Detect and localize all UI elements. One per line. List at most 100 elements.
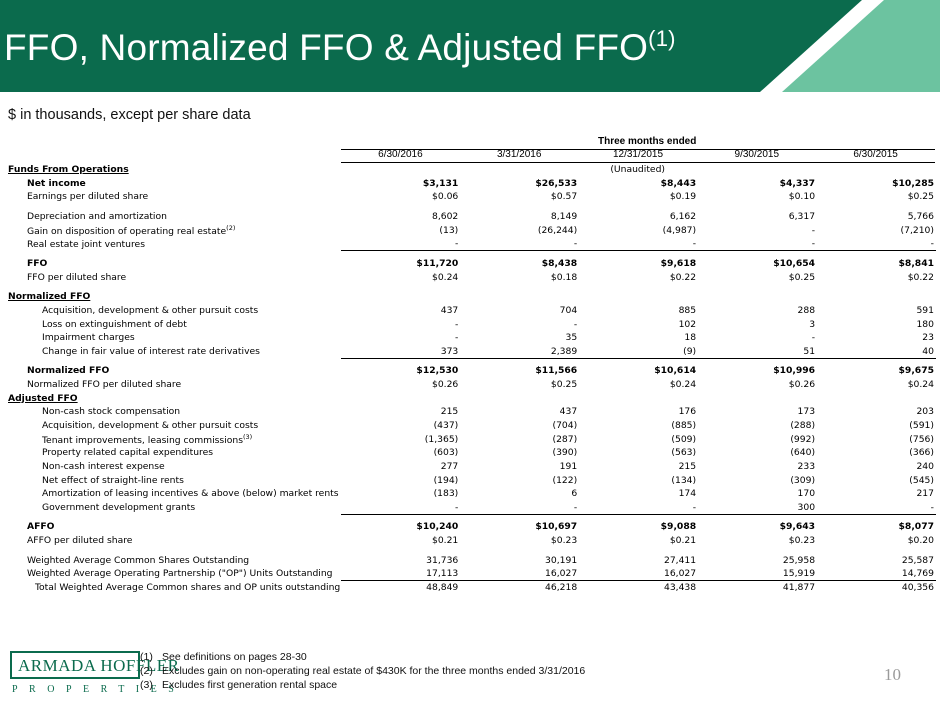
cell: - <box>811 332 816 344</box>
cell: $0.22 <box>669 271 697 283</box>
table-row: Gain on disposition of operating real es… <box>8 223 936 237</box>
row-label: Non-cash interest expense <box>42 460 165 472</box>
cell: $8,077 <box>898 521 934 533</box>
row-label: Depreciation and amortization <box>27 211 167 223</box>
cell: 18 <box>684 332 697 344</box>
column-header: 12/31/2015 <box>578 149 698 163</box>
table-row: AFFO per diluted share $0.21 $0.23 $0.21… <box>8 534 936 548</box>
cell: 8,149 <box>550 211 578 223</box>
logo-wordmark: ARMADA HOFFLER <box>18 656 180 675</box>
row-label: Acquisition, development & other pursuit… <box>42 305 259 317</box>
cell: $0.21 <box>669 534 697 546</box>
table-row: Property related capital expenditures (6… <box>8 446 936 460</box>
cell: $0.18 <box>550 271 578 283</box>
cell: 217 <box>916 488 934 500</box>
cell: $9,675 <box>898 365 934 377</box>
cell: 46,218 <box>545 581 578 593</box>
row-label: AFFO <box>27 521 55 533</box>
table-row: AFFO $10,240 $10,697 $9,088 $9,643 $8,07… <box>8 520 936 534</box>
cell: - <box>817 500 936 515</box>
cell: 288 <box>797 305 816 317</box>
cell: 16,027 <box>460 566 580 581</box>
cell: (885) <box>671 419 697 431</box>
table-row: Normalized FFO $12,530 $11,566 $10,614 $… <box>8 364 936 378</box>
row-label: Acquisition, development & other pursuit… <box>42 419 259 431</box>
table-row: Total Weighted Average Common shares and… <box>8 580 936 594</box>
cell: - <box>817 237 936 252</box>
cell: 48,849 <box>426 581 459 593</box>
row-label: Loss on extinguishment of debt <box>42 318 187 330</box>
cell: (26,244) <box>537 224 578 236</box>
cell: $0.24 <box>669 379 697 391</box>
cell: 203 <box>916 406 934 418</box>
table-row: Government development grants - - - 300 … <box>8 500 936 515</box>
section-header-ffo: Funds From Operations <box>8 164 129 176</box>
row-label: Net income <box>27 177 86 189</box>
logo-subtitle: PROPERTIES <box>12 684 186 695</box>
table-row: Normalized FFO per diluted share $0.26 $… <box>8 378 936 392</box>
cell: 43,438 <box>663 581 697 593</box>
table-row: Loss on extinguishment of debt - - 102 3… <box>8 317 936 331</box>
cell: - <box>341 500 461 515</box>
cell: 25,587 <box>901 554 934 566</box>
row-label: Government development grants <box>42 501 196 513</box>
cell: 41,877 <box>782 581 816 593</box>
cell: (7,210) <box>900 224 934 236</box>
column-header: 3/31/2016 <box>459 149 579 163</box>
cell: $8,841 <box>898 258 934 270</box>
cell: (122) <box>552 474 578 486</box>
footnote: (2) Excludes gain on non-operating real e… <box>140 665 586 677</box>
section-header-normalized: Normalized FFO <box>8 291 91 303</box>
cell: - <box>454 332 459 344</box>
cell: 191 <box>559 460 578 472</box>
row-label: FFO per diluted share <box>27 271 127 283</box>
cell: (309) <box>790 474 816 486</box>
row-label: Change in fair value of interest rate de… <box>42 345 260 357</box>
cell: $3,131 <box>422 177 459 189</box>
row-label: Gain on disposition of operating real es… <box>27 224 236 238</box>
cell: $10,240 <box>416 521 459 533</box>
cell: 215 <box>678 460 697 472</box>
cell: (9) <box>579 344 699 359</box>
cell: 8,602 <box>431 211 459 223</box>
table-row: Weighted Average Operating Partnership (… <box>8 566 936 581</box>
footnote: (1) See definitions on pages 28-30 <box>140 651 307 663</box>
cell: $0.19 <box>669 191 697 203</box>
row-label: Property related capital expenditures <box>42 447 214 459</box>
cell: 174 <box>678 488 697 500</box>
cell: 2,389 <box>460 344 580 359</box>
row-label: Total Weighted Average Common shares and… <box>35 581 341 593</box>
cell: $0.25 <box>550 379 578 391</box>
cell: (704) <box>552 419 578 431</box>
table-row: Depreciation and amortization 8,602 8,14… <box>8 210 936 224</box>
table-row: Net income $3,131 $26,533 $8,443 $4,337 … <box>8 177 936 191</box>
cell: - <box>460 500 580 515</box>
row-label: Amortization of leasing incentives & abo… <box>42 488 339 500</box>
units-note: $ in thousands, except per share data <box>8 107 251 123</box>
cell: - <box>698 237 818 252</box>
cell: $0.20 <box>907 534 934 546</box>
table-row: Non-cash stock compensation 215 437 176 … <box>8 405 936 419</box>
page-number: 10 <box>884 665 901 684</box>
table-row: Tenant improvements, leasing commissions… <box>8 432 936 446</box>
cell: $9,643 <box>779 521 816 533</box>
cell: $0.24 <box>431 271 459 283</box>
cell: (1,365) <box>424 433 459 445</box>
cell: (183) <box>433 488 459 500</box>
cell: $10,285 <box>892 177 934 189</box>
cell: 373 <box>341 344 461 359</box>
cell: 591 <box>916 305 934 317</box>
cell: (288) <box>790 419 816 431</box>
cell: $8,443 <box>660 177 697 189</box>
unaudited-label: (Unaudited) <box>610 164 665 176</box>
cell: $0.26 <box>431 379 459 391</box>
cell: 102 <box>678 318 697 330</box>
column-header: 9/30/2015 <box>697 149 817 163</box>
table-row: Change in fair value of interest rate de… <box>8 344 936 359</box>
cell: (194) <box>433 474 459 486</box>
cell: 30,191 <box>545 554 578 566</box>
column-header: 6/30/2015 <box>816 149 935 163</box>
cell: - <box>579 237 699 252</box>
cell: 6 <box>571 488 578 500</box>
row-label: Impairment charges <box>42 332 135 344</box>
